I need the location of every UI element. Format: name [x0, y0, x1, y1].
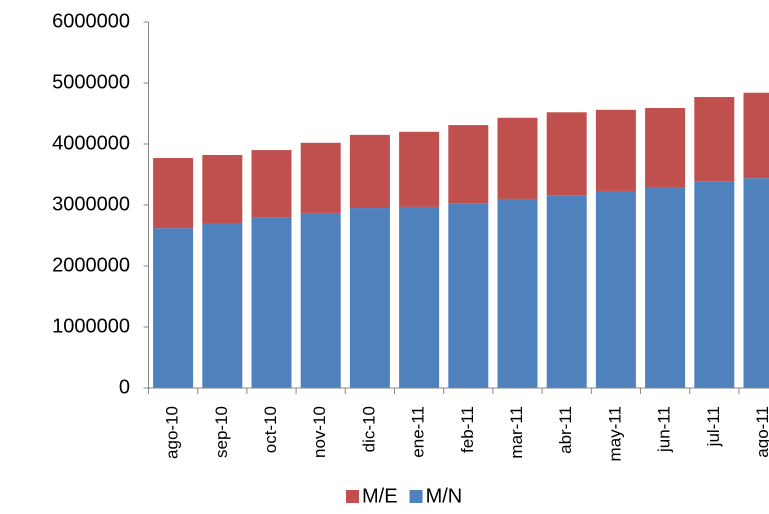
legend-swatch	[346, 490, 359, 503]
bar-segment	[153, 158, 194, 229]
bar-segment	[546, 195, 587, 388]
x-tick-label: mar-11	[507, 406, 526, 459]
bar-segment	[694, 181, 735, 388]
x-tick-label: feb-11	[458, 406, 477, 453]
y-tick-label: 6000000	[52, 10, 130, 32]
bar-segment	[153, 228, 194, 388]
bar-segment	[300, 212, 341, 388]
bar-segment	[743, 178, 769, 388]
legend-label: M/N	[426, 485, 463, 507]
y-tick-label: 2000000	[52, 254, 130, 276]
x-tick-label: oct-10	[261, 406, 280, 453]
x-tick-label: nov-10	[310, 406, 329, 458]
x-tick-label: jul-11	[704, 406, 723, 447]
bar-segment	[300, 142, 341, 213]
x-tick-label: may-11	[605, 406, 624, 461]
x-tick-label: ago-10	[163, 406, 182, 459]
bar-segment	[497, 198, 538, 388]
bar-segment	[645, 108, 686, 188]
bar-segment	[202, 154, 243, 224]
legend-label: M/E	[362, 485, 398, 507]
bar-segment	[251, 150, 292, 218]
bar-segment	[595, 109, 636, 191]
bar-segment	[399, 131, 440, 207]
y-tick-label: 0	[119, 376, 130, 398]
bar-segment	[448, 125, 489, 204]
bar-segment	[349, 134, 390, 209]
bar-segment	[743, 92, 769, 179]
x-tick-label: jun-11	[655, 406, 674, 453]
y-tick-label: 4000000	[52, 132, 130, 154]
bar-segment	[645, 187, 686, 388]
x-tick-label: dic-10	[359, 406, 378, 452]
bar-segment	[694, 97, 735, 182]
bar-segment	[497, 117, 538, 199]
x-tick-label: sep-10	[212, 406, 231, 458]
bar-segment	[399, 206, 440, 388]
bar-segment	[251, 217, 292, 388]
x-tick-label: ago-11	[753, 406, 769, 458]
y-tick-label: 3000000	[52, 193, 130, 215]
x-tick-label: ene-11	[409, 406, 428, 458]
bar-segment	[448, 203, 489, 388]
bar-segment	[546, 112, 587, 196]
bar-segment	[349, 208, 390, 388]
legend-swatch	[409, 490, 423, 503]
bar-segment	[595, 190, 636, 388]
x-tick-label: abr-11	[556, 406, 575, 454]
y-tick-label: 5000000	[52, 71, 130, 93]
bar-segment	[202, 223, 243, 388]
y-tick-label: 1000000	[52, 315, 130, 337]
